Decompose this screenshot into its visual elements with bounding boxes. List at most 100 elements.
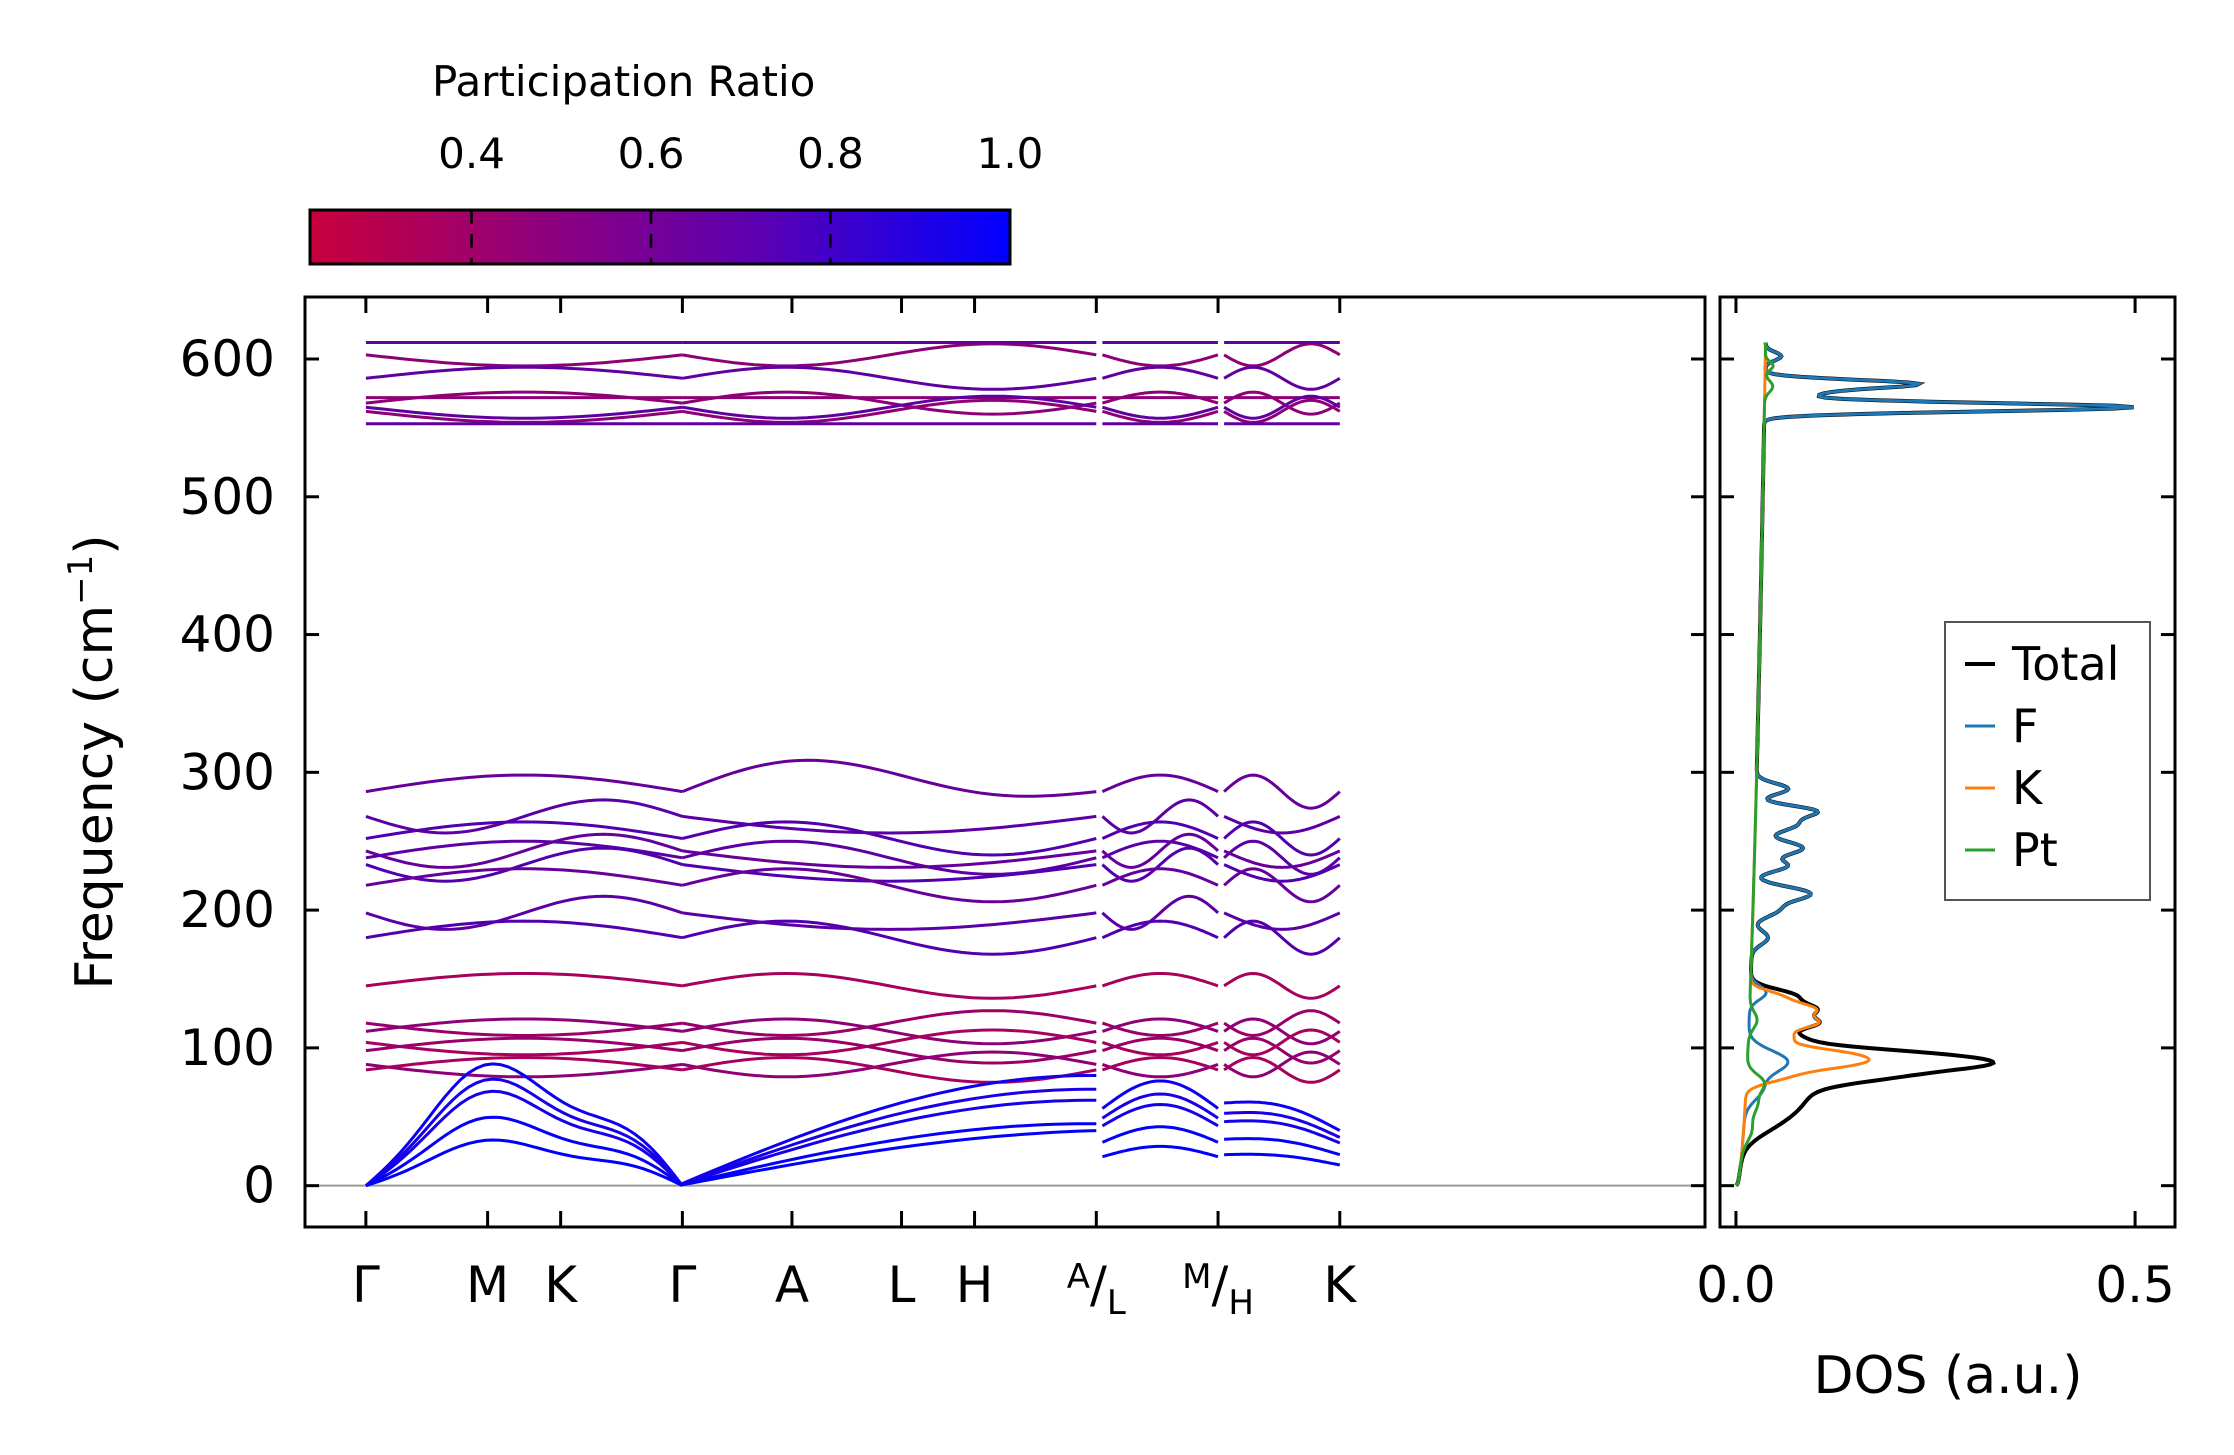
band-line bbox=[1223, 971, 1341, 1000]
band-line bbox=[365, 1036, 683, 1053]
dos-panel: 0.0 0.5 DOS (a.u.) Total FK Pt bbox=[1696, 295, 2177, 1406]
legend-label: K bbox=[2012, 761, 2044, 815]
band-line bbox=[1101, 1092, 1219, 1120]
x-tick-label: Γ bbox=[668, 1256, 696, 1314]
band-line bbox=[1223, 1017, 1341, 1046]
band-line bbox=[1101, 1062, 1219, 1079]
band-line bbox=[681, 1098, 1097, 1186]
band-line bbox=[1102, 353, 1219, 368]
band-line bbox=[1101, 1125, 1219, 1144]
x-tick-label: K bbox=[544, 1256, 578, 1314]
band-line bbox=[682, 1129, 1097, 1187]
colorbar-ticks: 0.4 0.6 0.8 1.0 bbox=[438, 129, 1043, 264]
band-line bbox=[681, 758, 1097, 798]
band-line bbox=[365, 867, 683, 887]
x-tick-label: A bbox=[775, 1256, 809, 1314]
band-axes-frame bbox=[303, 295, 1707, 1229]
legend-label: F bbox=[2012, 699, 2038, 753]
band-line bbox=[1223, 911, 1341, 931]
colorbar-tick-label: 0.4 bbox=[438, 129, 505, 178]
x-tick-label: M/H bbox=[1182, 1256, 1254, 1323]
band-line bbox=[1101, 365, 1219, 380]
band-line bbox=[365, 405, 683, 420]
band-line bbox=[682, 863, 1097, 883]
legend-label: Pt bbox=[2012, 823, 2058, 877]
band-line bbox=[682, 1028, 1097, 1057]
band-line bbox=[365, 365, 683, 380]
band-line bbox=[365, 1040, 683, 1057]
band-line bbox=[365, 390, 683, 405]
band-line bbox=[682, 867, 1097, 904]
band-line bbox=[1223, 863, 1341, 883]
band-line bbox=[1101, 390, 1219, 405]
band-line bbox=[365, 1115, 684, 1188]
band-line bbox=[1101, 846, 1219, 883]
x-tick-label: H bbox=[956, 1256, 994, 1314]
band-line bbox=[682, 919, 1097, 956]
y-tick-label: 0 bbox=[243, 1157, 275, 1215]
band-line bbox=[1224, 1119, 1341, 1145]
dos-x-tick-label: 0.0 bbox=[1696, 1256, 1776, 1314]
band-line bbox=[365, 972, 683, 988]
band-line bbox=[1101, 798, 1220, 835]
band-line bbox=[681, 1087, 1097, 1186]
band-line bbox=[365, 1055, 683, 1072]
band-line bbox=[364, 1062, 684, 1187]
band-line bbox=[682, 365, 1097, 391]
colorbar-tick-label: 0.8 bbox=[797, 129, 864, 178]
band-line bbox=[1223, 867, 1341, 904]
band-line bbox=[682, 390, 1097, 416]
band-line bbox=[1101, 919, 1219, 940]
band-line bbox=[1101, 1036, 1219, 1053]
band-line bbox=[1223, 1028, 1341, 1057]
band-line bbox=[1223, 1100, 1341, 1132]
dos-axes-frame bbox=[1718, 295, 2177, 1229]
band-line bbox=[1101, 894, 1220, 931]
band-line bbox=[1224, 1137, 1341, 1157]
x-tick-label: Γ bbox=[352, 1256, 380, 1314]
legend-items: Total FK Pt bbox=[1965, 637, 2119, 877]
y-tick-label: 200 bbox=[180, 881, 275, 939]
band-line bbox=[1223, 1036, 1341, 1065]
band-line bbox=[682, 1017, 1097, 1046]
band-line bbox=[681, 1074, 1097, 1185]
legend-frame bbox=[1944, 621, 2151, 901]
dos-ticks: 0.0 0.5 bbox=[1696, 297, 2175, 1314]
y-tick-label: 300 bbox=[180, 743, 275, 801]
colorbar-tick-label: 0.6 bbox=[618, 129, 685, 178]
band-line bbox=[682, 1055, 1097, 1084]
band-line bbox=[1223, 1009, 1341, 1038]
band-line bbox=[1101, 1055, 1219, 1072]
band-line bbox=[682, 1122, 1097, 1186]
y-tick-label: 600 bbox=[180, 330, 275, 388]
band-line bbox=[1223, 1050, 1341, 1079]
band-line bbox=[1223, 394, 1341, 420]
band-line bbox=[682, 398, 1097, 424]
band-line bbox=[682, 971, 1097, 1000]
colorbar: Participation Ratio 0.4 0.6 0.8 1.0 bbox=[308, 57, 1043, 266]
band-line bbox=[1101, 1079, 1219, 1110]
dos-pt-curve bbox=[1734, 342, 1775, 1187]
colorbar-title: Participation Ratio bbox=[432, 57, 815, 106]
band-line bbox=[1223, 820, 1341, 857]
band-line bbox=[365, 773, 683, 794]
band-line bbox=[682, 394, 1097, 420]
band-y-ticks: 0 100 200 300 400 500 600 bbox=[180, 330, 1705, 1215]
band-line bbox=[1101, 1102, 1219, 1128]
band-line bbox=[365, 846, 683, 883]
colorbar-gradient bbox=[308, 208, 1012, 266]
band-line bbox=[1101, 867, 1219, 887]
y-tick-label: 500 bbox=[180, 468, 275, 526]
dos-x-axis-title: DOS (a.u.) bbox=[1814, 1346, 2083, 1406]
band-line bbox=[682, 849, 1097, 869]
band-line bbox=[1224, 1111, 1341, 1139]
band-line bbox=[365, 1138, 684, 1188]
band-line bbox=[1223, 365, 1341, 391]
band-line bbox=[682, 911, 1097, 931]
colorbar-tick-label: 1.0 bbox=[977, 129, 1044, 178]
band-line bbox=[1223, 919, 1341, 956]
band-line bbox=[1223, 773, 1341, 810]
band-line bbox=[1101, 1021, 1219, 1037]
